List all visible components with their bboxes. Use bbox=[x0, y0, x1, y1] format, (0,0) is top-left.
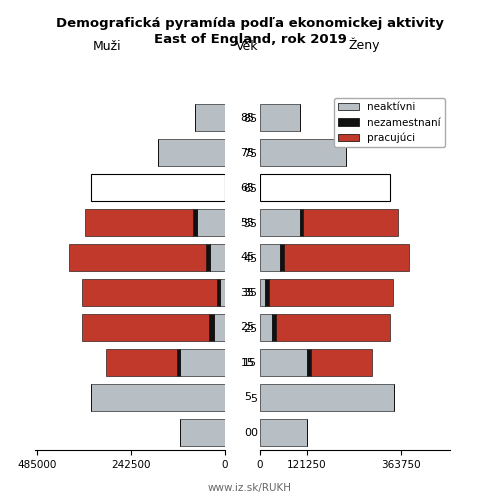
Bar bbox=[193, 210, 197, 236]
Bar bbox=[303, 210, 398, 236]
Bar bbox=[106, 350, 177, 376]
Text: 85: 85 bbox=[240, 112, 254, 122]
Bar bbox=[91, 174, 225, 201]
Bar bbox=[272, 314, 276, 340]
Bar bbox=[260, 140, 346, 166]
Text: Vek: Vek bbox=[236, 40, 259, 52]
Text: 45: 45 bbox=[240, 252, 254, 262]
Text: Muži: Muži bbox=[93, 40, 122, 52]
Bar bbox=[195, 104, 225, 130]
Bar bbox=[260, 104, 300, 130]
Text: 55: 55 bbox=[240, 218, 254, 228]
Text: 75: 75 bbox=[240, 148, 254, 158]
Bar bbox=[82, 280, 217, 305]
Bar bbox=[217, 280, 220, 305]
Bar bbox=[300, 210, 303, 236]
Text: Demografická pyramída podľa ekonomickej aktivity: Demografická pyramída podľa ekonomickej … bbox=[56, 18, 444, 30]
Bar bbox=[86, 210, 193, 236]
Bar bbox=[210, 244, 225, 270]
Bar bbox=[69, 244, 205, 270]
Bar bbox=[280, 244, 283, 270]
Bar bbox=[260, 244, 280, 270]
Bar bbox=[260, 280, 266, 305]
Legend: neaktívni, nezamestnaní, pracujúci: neaktívni, nezamestnaní, pracujúci bbox=[334, 98, 445, 148]
Bar bbox=[311, 350, 372, 376]
Bar bbox=[260, 210, 300, 236]
Bar bbox=[197, 210, 225, 236]
Bar bbox=[260, 350, 308, 376]
Bar bbox=[180, 420, 225, 446]
Bar bbox=[266, 280, 268, 305]
Text: 65: 65 bbox=[240, 182, 254, 192]
Bar bbox=[308, 350, 311, 376]
Bar bbox=[260, 420, 306, 446]
Text: 0: 0 bbox=[244, 428, 251, 438]
Text: East of England, rok 2019: East of England, rok 2019 bbox=[154, 32, 346, 46]
Bar bbox=[284, 244, 408, 270]
Bar bbox=[260, 174, 390, 201]
Text: www.iz.sk/RUKH: www.iz.sk/RUKH bbox=[208, 482, 292, 492]
Bar bbox=[180, 350, 225, 376]
Text: Ženy: Ženy bbox=[349, 38, 380, 52]
Text: 25: 25 bbox=[240, 322, 254, 332]
Bar bbox=[260, 384, 394, 410]
Text: 35: 35 bbox=[240, 288, 254, 298]
Bar bbox=[177, 350, 180, 376]
Text: 15: 15 bbox=[240, 358, 254, 368]
Bar bbox=[158, 140, 225, 166]
Bar bbox=[209, 314, 214, 340]
Bar bbox=[206, 244, 210, 270]
Bar bbox=[214, 314, 225, 340]
Bar bbox=[91, 384, 225, 410]
Text: 5: 5 bbox=[244, 392, 251, 402]
Bar bbox=[260, 314, 272, 340]
Bar bbox=[82, 314, 209, 340]
Bar bbox=[268, 280, 394, 305]
Bar bbox=[276, 314, 390, 340]
Bar bbox=[220, 280, 225, 305]
